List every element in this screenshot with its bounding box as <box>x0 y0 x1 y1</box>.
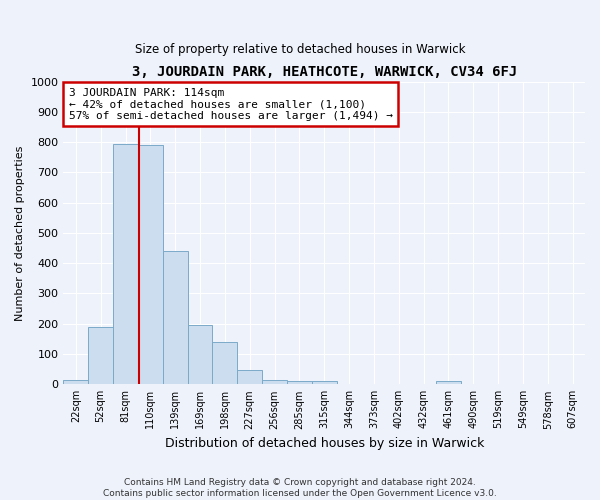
Bar <box>312 382 337 384</box>
Text: 3 JOURDAIN PARK: 114sqm
← 42% of detached houses are smaller (1,100)
57% of semi: 3 JOURDAIN PARK: 114sqm ← 42% of detache… <box>68 88 392 121</box>
Bar <box>163 251 188 384</box>
Bar <box>188 326 212 384</box>
X-axis label: Distribution of detached houses by size in Warwick: Distribution of detached houses by size … <box>164 437 484 450</box>
Y-axis label: Number of detached properties: Number of detached properties <box>15 145 25 320</box>
Bar <box>64 380 88 384</box>
Bar <box>113 144 138 384</box>
Title: 3, JOURDAIN PARK, HEATHCOTE, WARWICK, CV34 6FJ: 3, JOURDAIN PARK, HEATHCOTE, WARWICK, CV… <box>131 65 517 79</box>
Bar <box>138 145 163 384</box>
Bar <box>88 327 113 384</box>
Bar <box>212 342 237 384</box>
Bar <box>287 382 312 384</box>
Text: Size of property relative to detached houses in Warwick: Size of property relative to detached ho… <box>135 42 465 56</box>
Bar <box>436 382 461 384</box>
Text: Contains HM Land Registry data © Crown copyright and database right 2024.
Contai: Contains HM Land Registry data © Crown c… <box>103 478 497 498</box>
Bar <box>237 370 262 384</box>
Bar <box>262 380 287 384</box>
